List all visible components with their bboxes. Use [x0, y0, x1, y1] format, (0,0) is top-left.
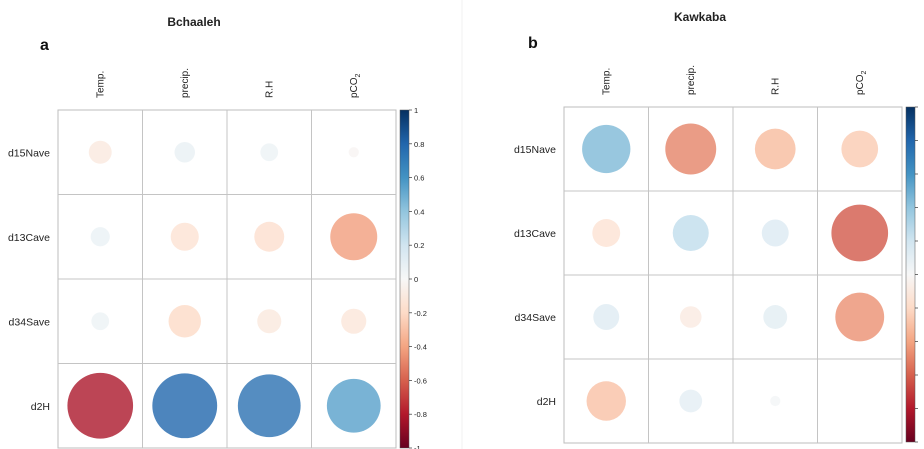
cell-circle-d34save-temp: [91, 312, 110, 331]
cell-circle-d15nave-pco2: [841, 130, 879, 168]
cell-circle-d34save-temp: [593, 304, 620, 330]
column-label-r-h: R.H: [264, 81, 275, 98]
column-label-precip: precip.: [686, 65, 697, 95]
cell-circle-d13cave-pco2: [330, 213, 378, 261]
chart-title: Kawkaba: [674, 10, 726, 24]
cell-circle-d15nave-precip: [665, 123, 717, 175]
colorbar-tick-label: 0.6: [414, 174, 424, 183]
column-label-pco2: pCO2: [855, 70, 868, 95]
cell-circle-d34save-pco2: [341, 308, 367, 334]
cell-circle-d13cave-r-h: [761, 219, 789, 247]
column-label-precip: precip.: [180, 68, 191, 98]
row-label-d13cave: d13Cave: [514, 228, 556, 240]
row-label-d34save: d34Save: [9, 316, 51, 328]
colorbar-tick-label: -0.6: [414, 376, 427, 385]
colorbar-tick-label: -0.2: [414, 309, 427, 318]
cell-circle-d34save-r-h: [763, 305, 788, 329]
colorbar-tick-label: 1: [414, 106, 418, 115]
cell-circle-d13cave-r-h: [254, 221, 285, 252]
cell-circle-d2h-pco2: [326, 378, 381, 433]
colorbar-tick-label: -0.8: [414, 410, 427, 419]
column-label-r-h: R.H: [770, 78, 781, 95]
panel-kawkaba: Kawkaba b Temp. precip. R.H pCO2 d15Nave d13Cav…: [514, 10, 918, 444]
colorbar-tick-label: 0.2: [414, 241, 424, 250]
cell-circle-d13cave-temp: [592, 219, 621, 247]
panel-bchaaleh: Bchaaleh a Temp. precip. R.H pCO2 d15Nave d13Ca…: [8, 15, 427, 449]
row-label-d2h: d2H: [31, 401, 50, 413]
cell-circle-d34save-precip: [168, 305, 201, 338]
cell-circle-d34save-pco2: [835, 292, 885, 342]
colorbar-tick-label: 0.8: [414, 140, 424, 149]
column-label-temp: Temp.: [601, 68, 612, 95]
row-label-d15nave: d15Nave: [8, 147, 50, 159]
column-label-temp: Temp.: [95, 71, 106, 98]
cell-circle-d13cave-temp: [90, 227, 110, 247]
cell-circle-d2h-temp: [586, 381, 626, 421]
cell-circle-d2h-r-h: [770, 395, 781, 407]
colorbar-tick-label: -0.4: [414, 343, 427, 352]
row-label-d15nave: d15Nave: [514, 144, 556, 156]
colorbar-tick-label: -1: [414, 444, 421, 449]
row-label-d34save: d34Save: [515, 312, 557, 324]
colorbar-tick-label: 0: [414, 275, 418, 284]
row-label-d13cave: d13Cave: [8, 232, 50, 244]
colorbar-tick-label: 0.4: [414, 207, 424, 216]
column-label-pco2: pCO2: [349, 73, 362, 98]
cell-circle-d15nave-r-h: [754, 128, 796, 170]
cell-circle-d15nave-pco2: [348, 147, 359, 158]
cell-circle-d13cave-pco2: [831, 204, 889, 262]
colorbar: [399, 109, 410, 449]
row-label-d2h: d2H: [537, 396, 556, 408]
cell-circle-d13cave-precip: [672, 215, 709, 251]
colorbar: [905, 106, 916, 443]
cell-circle-d2h-temp: [67, 372, 134, 439]
cell-circle-d15nave-r-h: [260, 143, 279, 162]
panel-letter: a: [40, 37, 49, 54]
cell-circle-d15nave-temp: [88, 140, 112, 164]
cell-circle-d13cave-precip: [170, 222, 199, 251]
cell-circle-d34save-precip: [679, 306, 702, 328]
cell-circle-d2h-precip: [152, 373, 218, 439]
cell-circle-d15nave-precip: [174, 142, 195, 163]
cell-circle-d15nave-temp: [582, 124, 631, 174]
panel-letter: b: [528, 35, 538, 52]
chart-title: Bchaaleh: [167, 15, 220, 29]
cell-circle-d2h-precip: [679, 389, 703, 413]
cell-circle-d2h-r-h: [237, 374, 301, 438]
cell-circle-d34save-r-h: [257, 309, 282, 334]
